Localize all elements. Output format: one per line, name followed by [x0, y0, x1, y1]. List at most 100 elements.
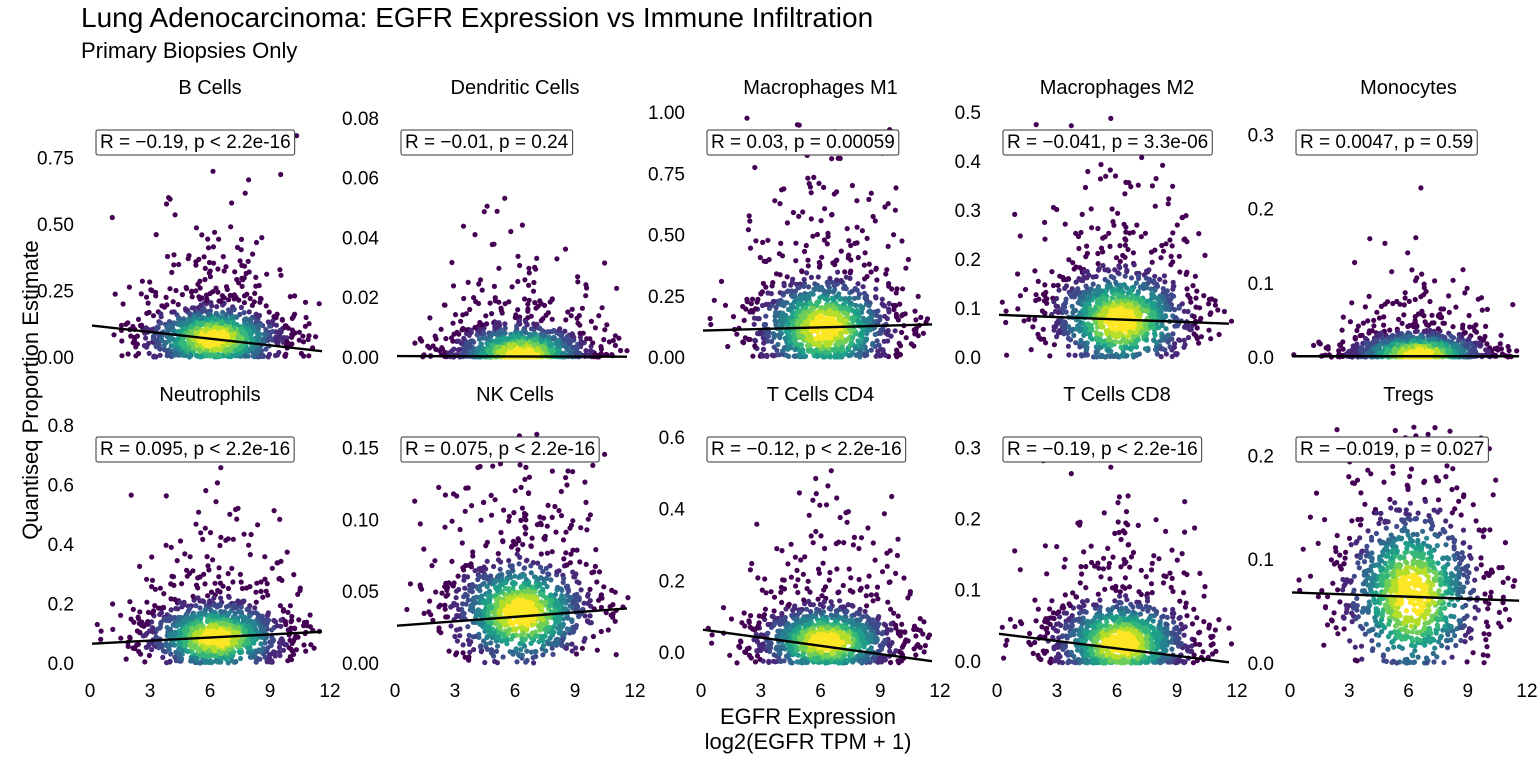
scatter-point	[1128, 275, 1135, 281]
scatter-point	[796, 122, 802, 128]
scatter-point	[241, 300, 247, 306]
scatter-point	[789, 314, 795, 320]
scatter-point	[1121, 309, 1127, 315]
scatter-point	[1192, 273, 1198, 279]
scatter-point	[198, 302, 204, 308]
scatter-point	[896, 340, 902, 346]
scatter-point	[1066, 257, 1072, 263]
scatter-point	[826, 307, 833, 314]
scatter-point	[412, 340, 418, 346]
scatter-point	[1117, 243, 1123, 249]
scatter-point	[810, 233, 816, 239]
scatter-point	[1118, 353, 1124, 359]
scatter-point	[1052, 308, 1059, 314]
scatter-point	[249, 302, 255, 308]
scatter-point	[913, 317, 919, 323]
scatter-point	[834, 189, 840, 195]
scatter-point	[1056, 328, 1063, 334]
scatter-point	[278, 272, 284, 278]
scatter-point	[1040, 291, 1047, 297]
scatter-point	[763, 313, 769, 319]
scatter-point	[588, 318, 595, 324]
scatter-point	[837, 296, 843, 302]
panel-title: Dendritic Cells	[451, 77, 580, 99]
scatter-point	[1089, 225, 1095, 231]
scatter-point	[770, 331, 777, 337]
scatter-point	[832, 352, 838, 359]
scatter-point	[592, 325, 599, 331]
scatter-point	[1170, 230, 1176, 236]
scatter-point	[1149, 295, 1155, 301]
scatter-point	[145, 340, 152, 346]
panel-title: Macrophages M2	[1040, 77, 1195, 99]
scatter-point	[821, 354, 828, 360]
scatter-point	[205, 236, 211, 242]
scatter-point	[808, 216, 814, 222]
scatter-point	[799, 268, 805, 275]
scatter-point	[1365, 318, 1371, 324]
scatter-point	[1124, 322, 1131, 328]
scatter-point	[178, 321, 184, 327]
scatter-point	[818, 313, 824, 319]
scatter-point	[478, 341, 484, 347]
scatter-point	[239, 283, 245, 289]
scatter-point	[840, 347, 846, 353]
scatter-point	[570, 333, 576, 339]
scatter-point	[862, 295, 868, 301]
scatter-point	[224, 341, 230, 347]
scatter-point	[1094, 331, 1101, 337]
scatter-point	[878, 327, 884, 333]
scatter-point	[1221, 308, 1227, 315]
scatter-point	[1079, 293, 1086, 299]
scatter-point	[1167, 344, 1173, 350]
scatter-point	[832, 305, 838, 311]
scatter-point	[1081, 332, 1087, 338]
scatter-point	[515, 333, 521, 339]
scatter-point	[1135, 313, 1141, 319]
scatter-point	[854, 308, 860, 314]
scatter-point	[1131, 334, 1137, 340]
scatter-point	[487, 337, 493, 343]
scatter-point	[207, 322, 214, 328]
scatter-point	[238, 236, 245, 242]
scatter-point	[530, 288, 537, 294]
scatter-point	[488, 332, 494, 339]
scatter-point	[188, 352, 194, 359]
scatter-point	[794, 309, 800, 315]
y-tick-label: 0.25	[37, 281, 74, 302]
scatter-point	[1128, 184, 1134, 190]
scatter-point	[1374, 309, 1380, 315]
scatter-point	[814, 320, 820, 326]
scatter-point	[765, 237, 771, 243]
scatter-point	[267, 335, 273, 341]
scatter-point	[1094, 291, 1100, 298]
scatter-point	[158, 336, 164, 342]
scatter-point	[1118, 288, 1124, 294]
scatter-point	[1035, 331, 1041, 337]
scatter-point	[141, 343, 147, 349]
scatter-point	[503, 336, 509, 342]
scatter-point	[1202, 252, 1208, 258]
scatter-point	[846, 353, 852, 359]
scatter-point	[903, 335, 909, 341]
scatter-point	[806, 342, 812, 349]
scatter-point	[199, 315, 205, 321]
scatter-point	[204, 343, 210, 349]
scatter-point	[747, 309, 753, 315]
panel-title: Monocytes	[1360, 77, 1457, 99]
scatter-point	[747, 218, 753, 224]
scatter-point	[208, 353, 214, 359]
scatter-point	[205, 245, 212, 251]
scatter-point	[515, 307, 521, 313]
scatter-point	[496, 329, 502, 335]
scatter-point	[511, 342, 518, 348]
scatter-point	[877, 352, 883, 358]
scatter-point	[805, 175, 811, 181]
scatter-point	[1028, 347, 1034, 353]
scatter-point	[1122, 273, 1128, 279]
scatter-point	[481, 209, 487, 215]
scatter-point	[526, 270, 532, 276]
